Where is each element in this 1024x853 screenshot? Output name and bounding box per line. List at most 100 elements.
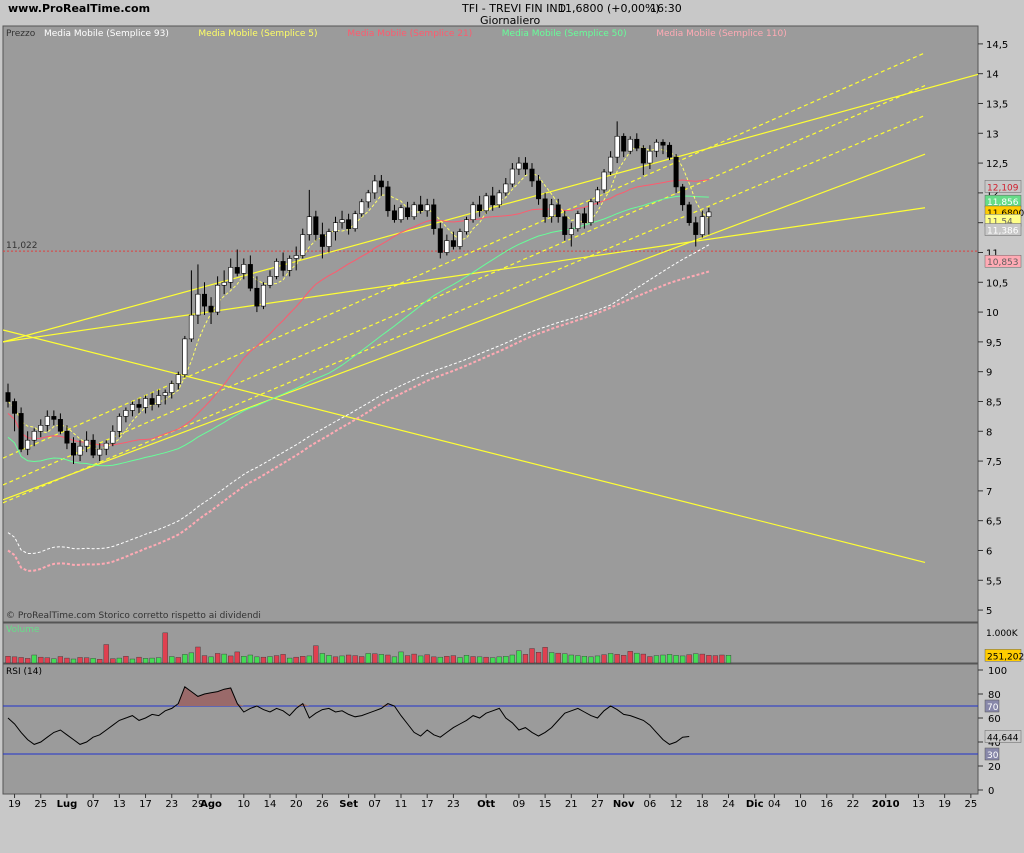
volume-bar bbox=[90, 658, 96, 664]
reference-line-label: 11,022 bbox=[6, 241, 38, 251]
date-tick-label: 23 bbox=[165, 799, 178, 810]
candle-body bbox=[182, 338, 188, 375]
candle-body bbox=[313, 216, 319, 235]
volume-bar bbox=[247, 654, 253, 664]
candle-body bbox=[496, 192, 502, 206]
date-tick-label: 10 bbox=[237, 799, 250, 810]
candle-body bbox=[634, 138, 640, 149]
date-tick-label: 22 bbox=[847, 799, 860, 810]
rsi-level-tag-box bbox=[984, 699, 1000, 713]
price-tick-label: 9 bbox=[986, 368, 992, 379]
candle-body bbox=[169, 383, 175, 393]
candle-body bbox=[516, 162, 522, 170]
date-tick-label: 20 bbox=[290, 799, 303, 810]
volume-bar bbox=[712, 655, 719, 664]
volume-bar bbox=[149, 657, 155, 664]
volume-bar bbox=[496, 656, 502, 664]
candle-body bbox=[405, 207, 411, 218]
volume-bar bbox=[57, 656, 64, 664]
volume-bar bbox=[339, 655, 345, 664]
candle-body bbox=[84, 439, 90, 447]
volume-bar bbox=[404, 655, 411, 664]
date-tick-label: 09 bbox=[513, 799, 526, 810]
volume-bar bbox=[352, 655, 358, 664]
date-tick-label: Nov bbox=[613, 799, 635, 810]
rsi-tick-label: 20 bbox=[988, 762, 1001, 773]
moving-average-1 bbox=[7, 270, 710, 572]
rsi-panel-title: RSI (14) bbox=[6, 667, 42, 677]
date-tick-label: 17 bbox=[421, 799, 434, 810]
candle-body bbox=[450, 240, 456, 247]
volume-bar bbox=[254, 656, 260, 664]
candle-body bbox=[457, 231, 463, 247]
candle-body bbox=[522, 162, 528, 170]
candle-body bbox=[175, 374, 181, 384]
volume-bar bbox=[444, 656, 450, 664]
price-panel-bg bbox=[2, 25, 979, 623]
volume-bar bbox=[634, 652, 640, 664]
volume-bar bbox=[477, 656, 483, 664]
candle-body bbox=[267, 276, 273, 286]
candle-body bbox=[424, 204, 430, 212]
candle-body bbox=[280, 261, 286, 271]
trendline-3 bbox=[3, 114, 926, 504]
candle-body bbox=[686, 204, 692, 223]
candle-body bbox=[536, 180, 542, 200]
date-tick-label: 2010 bbox=[872, 799, 900, 810]
volume-bar bbox=[693, 653, 699, 664]
candle-body bbox=[437, 228, 443, 253]
candle-body bbox=[103, 442, 109, 450]
candle-body bbox=[503, 183, 509, 194]
moving-average-4 bbox=[7, 145, 710, 450]
candle-body bbox=[372, 180, 378, 194]
date-tick-label: 18 bbox=[696, 799, 709, 810]
volume-bar bbox=[391, 656, 398, 664]
candle-body bbox=[594, 189, 600, 203]
volume-bar bbox=[699, 653, 705, 664]
rsi-tick-label: 60 bbox=[988, 714, 1001, 725]
volume-bar bbox=[195, 646, 201, 664]
candle-body bbox=[581, 213, 587, 223]
date-tick-label: 06 bbox=[644, 799, 657, 810]
volume-bar bbox=[719, 654, 725, 664]
volume-bar bbox=[83, 657, 90, 664]
quote-time: 16:30 bbox=[650, 2, 682, 15]
volume-panel: Volume 1.000K 251,202 bbox=[2, 622, 1024, 664]
candle-body bbox=[5, 392, 11, 402]
date-tick-label: Set bbox=[339, 799, 358, 810]
legend-item-2: Media Mobile (Semplice 21) bbox=[347, 29, 472, 39]
rsi-level-tag-label: 30 bbox=[987, 751, 999, 761]
candle-body bbox=[156, 395, 162, 405]
price-tick-label: 10 bbox=[986, 308, 999, 319]
price-tag-label: 11,6800 bbox=[987, 209, 1024, 219]
candle-body bbox=[365, 192, 371, 203]
date-tick-label: 15 bbox=[539, 799, 552, 810]
date-tick-label: 04 bbox=[768, 799, 781, 810]
candle-body bbox=[614, 135, 620, 158]
volume-bar bbox=[424, 654, 430, 664]
candle-body bbox=[391, 210, 397, 220]
volume-bar bbox=[38, 656, 44, 664]
candle-body bbox=[509, 168, 515, 185]
rsi-panel: RSI (14) 0 20 40 60 80 100 70 30 44,644 bbox=[2, 663, 1022, 797]
candle-body bbox=[411, 204, 417, 218]
candle-body bbox=[12, 401, 18, 414]
candle-body bbox=[601, 171, 607, 191]
price-tag-label: 11,54 bbox=[987, 217, 1013, 227]
volume-bar bbox=[51, 658, 57, 664]
volume-bar bbox=[188, 652, 195, 664]
trendline-5 bbox=[3, 207, 926, 343]
candle-body bbox=[215, 284, 221, 313]
volume-bar bbox=[175, 657, 181, 664]
candle-body bbox=[431, 204, 437, 229]
price-tag-box bbox=[984, 223, 1022, 236]
candle-body bbox=[71, 442, 77, 456]
instrument-title: TFI - TREVI FIN IND bbox=[462, 2, 567, 15]
rsi-panel-bg bbox=[2, 663, 979, 795]
volume-panel-title: Volume bbox=[6, 625, 40, 635]
volume-bar bbox=[470, 656, 476, 664]
volume-bar bbox=[385, 654, 391, 664]
volume-bar bbox=[365, 653, 371, 664]
price-tag-label: 11,386 bbox=[987, 226, 1019, 236]
volume-tag-box bbox=[984, 649, 1022, 662]
